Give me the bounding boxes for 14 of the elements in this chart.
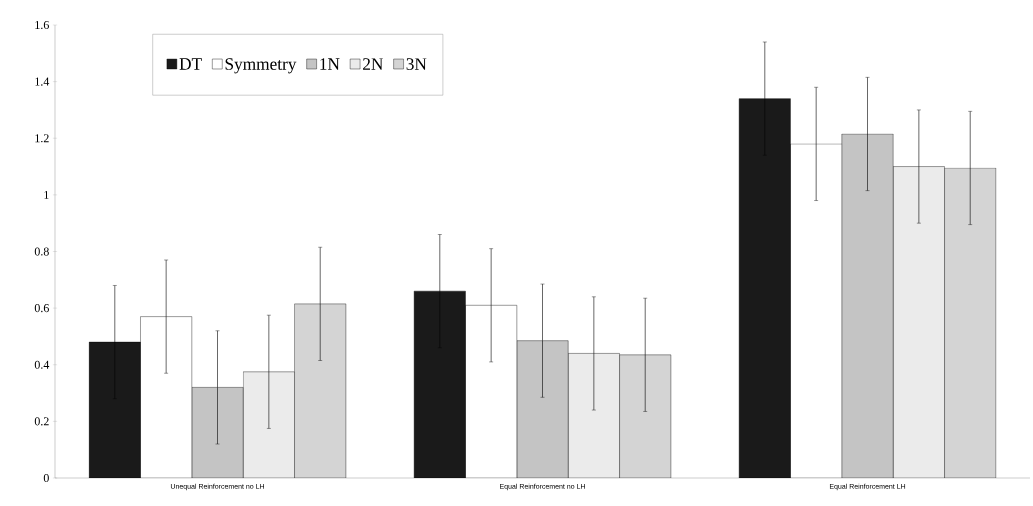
y-tick-label: 1.2 [35,134,49,143]
legend-label: 3N [406,58,427,70]
y-tick-label: 1 [44,190,49,199]
y-tick-label: 1.6 [35,20,49,30]
legend-label: Symmetry [225,58,297,74]
y-tick-label: 1.4 [35,77,50,86]
legend-label: DT [179,58,202,70]
y-tick-label: 0 [43,473,49,483]
y-tick-label: 0.6 [34,304,49,313]
legend-label: 2N [363,58,384,70]
y-tick-label: 0.2 [34,417,49,426]
legend-label: 1N [320,58,340,70]
y-tick-label: 0.8 [34,247,49,256]
y-tick-label: 0.4 [34,360,50,369]
